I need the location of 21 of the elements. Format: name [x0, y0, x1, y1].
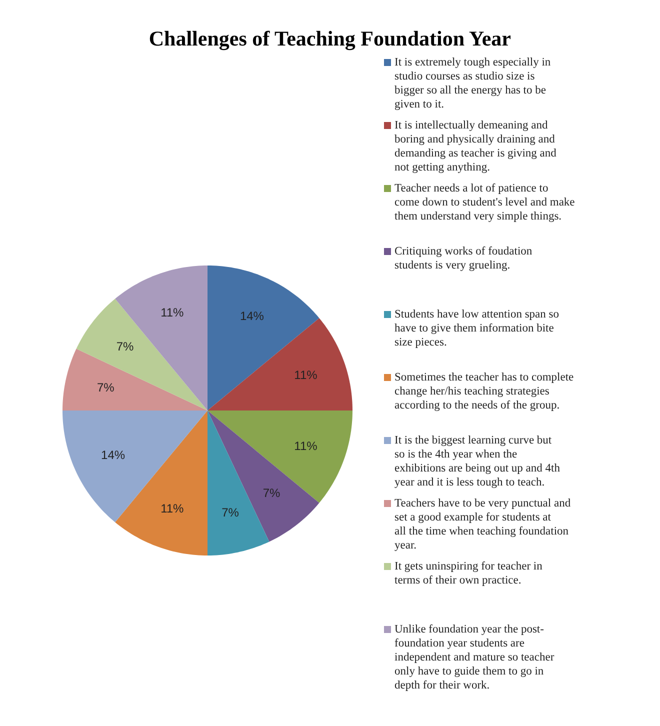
legend-label: It is extremely tough especially in studio courses as studio size is bigger so all the energy has to be given to it. [394, 56, 551, 110]
legend-label: It is intellectually demeaning and boring and physically draining and demanding as teacher is giving and not getting anything. [394, 120, 557, 174]
data-label: 14% [101, 448, 126, 462]
chart-title: Challenges of Teaching Foundation Year [148, 26, 511, 50]
data-label: 7% [222, 505, 240, 520]
data-label: 11% [294, 438, 318, 453]
data-label: 7% [262, 486, 280, 500]
legend-label: Teacher needs a lot of patience to come down to student's level and make them understand very simple things. [394, 182, 575, 222]
data-label: 11% [294, 368, 318, 382]
legend-label: It gets uninspiring for teacher in terms of their own practice. [394, 560, 543, 586]
data-label: 11% [160, 305, 184, 320]
legend-label: Critiquing works of foudation students is very grueling. [394, 246, 532, 272]
data-label: 14% [240, 309, 264, 324]
data-label: 7% [116, 340, 134, 354]
legend-label: Sometimes the teacher has to complete change her/his teaching strategies according to the needs of the group. [394, 372, 574, 412]
data-label: 7% [96, 380, 115, 395]
legend-label: It is the biggest learning curve but so is the 4th year when the exhibitions are being out up and 4th year and it is less tough to teach. [394, 434, 560, 488]
legend-label: Unlike foundation year the post-foundation year students are independent and mature so teacher only have to guide them to go in depth for their work. [394, 624, 554, 692]
data-label: 11% [160, 502, 184, 516]
legend-label: Students have low attention span so have to give them information bite size pieces. [394, 308, 560, 348]
legend-label: Teachers have to be very punctual and set a good example for students at all the time when teaching foundation year. [394, 498, 571, 552]
